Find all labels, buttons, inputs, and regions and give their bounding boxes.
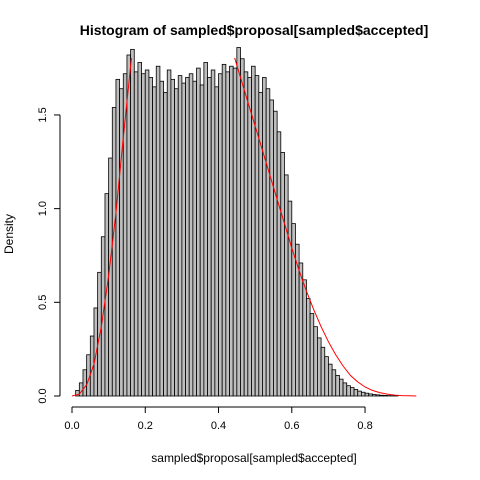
histogram-bar — [339, 378, 344, 397]
histogram-bar — [207, 77, 212, 397]
x-tick-label: 0.8 — [357, 420, 372, 432]
histogram-bar — [371, 394, 377, 397]
y-tick-label: 0.5 — [37, 295, 49, 310]
histogram-bar — [364, 392, 370, 397]
histogram-bar — [346, 385, 351, 397]
x-axis: 0.0 0.2 0.4 0.6 0.8 — [64, 406, 373, 432]
histogram-bar — [379, 394, 384, 397]
histogram-bar — [196, 67, 201, 397]
histogram-bar — [302, 279, 307, 397]
histogram-bar — [236, 47, 241, 397]
y-tick-label: 0.0 — [37, 388, 49, 403]
histogram-bar — [342, 382, 348, 397]
histogram-bar — [357, 390, 362, 397]
histogram-bar — [192, 80, 197, 397]
histogram-bar — [375, 394, 381, 397]
histogram-bar — [93, 307, 99, 397]
histogram-bar — [306, 298, 311, 397]
histogram-bar — [188, 73, 194, 397]
chart-title: Histogram of sampled$proposal[sampled$ac… — [80, 22, 429, 38]
histogram-bar — [335, 374, 340, 397]
histogram-bar — [331, 369, 337, 397]
histogram-bar — [320, 346, 326, 397]
histogram-bar — [298, 262, 304, 397]
histogram-bar — [309, 313, 315, 397]
histogram-bar — [382, 395, 388, 397]
histogram-bar — [229, 65, 234, 397]
histogram-bar — [269, 99, 274, 397]
histogram-bar — [82, 369, 88, 397]
histogram-bar — [111, 107, 117, 397]
histogram-bar — [349, 387, 355, 397]
histogram-bar — [214, 86, 219, 397]
histogram-bar — [247, 77, 252, 397]
histogram-bar — [174, 88, 179, 397]
histogram-bar — [163, 92, 168, 397]
y-axis: 0.0 0.5 1.0 1.5 — [37, 107, 61, 404]
x-tick-label: 0.0 — [64, 420, 79, 432]
rising-curve — [71, 58, 132, 397]
histogram-bar — [126, 54, 132, 397]
histogram-bar — [159, 80, 164, 397]
histogram-bar — [240, 58, 245, 397]
histogram-bar — [254, 75, 260, 397]
histogram-bar — [243, 71, 249, 397]
histogram-bar — [210, 69, 216, 397]
histogram-bar — [284, 174, 289, 397]
x-tick-label: 0.6 — [284, 420, 299, 432]
histogram-bar — [133, 71, 139, 397]
histogram-bar — [137, 62, 143, 397]
histogram-bar — [353, 389, 359, 397]
histogram-bar — [280, 152, 285, 397]
histogram-bar — [258, 92, 263, 397]
histogram-bar — [203, 62, 208, 397]
x-tick-label: 0.2 — [138, 420, 153, 432]
histogram-bar — [328, 363, 333, 397]
y-tick-label: 1.5 — [37, 107, 49, 122]
histogram-bar — [181, 82, 186, 397]
histogram-bar — [273, 110, 278, 397]
histogram-bar — [152, 86, 157, 397]
histogram-bar — [221, 63, 227, 397]
density-curves — [71, 58, 417, 397]
histogram-bar — [144, 69, 150, 397]
x-axis-label: sampled$proposal[sampled$accepted] — [151, 451, 356, 465]
y-tick-label: 1.0 — [37, 201, 49, 216]
histogram-bar — [155, 65, 161, 397]
histogram-bars — [75, 47, 399, 397]
histogram-bar — [265, 88, 271, 397]
histogram-bar — [360, 391, 366, 397]
histogram-bar — [287, 200, 293, 397]
histogram-bar — [313, 326, 318, 397]
histogram-bar — [324, 356, 329, 397]
histogram-bar — [199, 84, 205, 397]
histogram-bar — [232, 67, 238, 397]
histogram-bar — [295, 243, 300, 397]
falling-curve — [234, 58, 417, 397]
histogram-bar — [317, 337, 322, 397]
histogram-bar — [130, 48, 135, 397]
histogram-bar — [262, 77, 267, 397]
histogram-bar — [368, 393, 373, 397]
histogram-bar — [185, 77, 190, 397]
histogram-bar — [141, 73, 146, 397]
histogram-bar — [119, 88, 124, 397]
histogram-bar — [218, 73, 223, 397]
y-axis-label: Density — [2, 214, 16, 254]
histogram-bar — [225, 71, 230, 397]
histogram-bar — [177, 75, 183, 397]
histogram-bar — [170, 78, 175, 397]
histogram-bar — [115, 78, 121, 397]
histogram-bar — [148, 77, 153, 397]
histogram-bar — [276, 131, 282, 397]
histogram-bar — [166, 69, 172, 397]
histogram-bar — [108, 157, 113, 397]
x-tick-label: 0.4 — [211, 420, 226, 432]
